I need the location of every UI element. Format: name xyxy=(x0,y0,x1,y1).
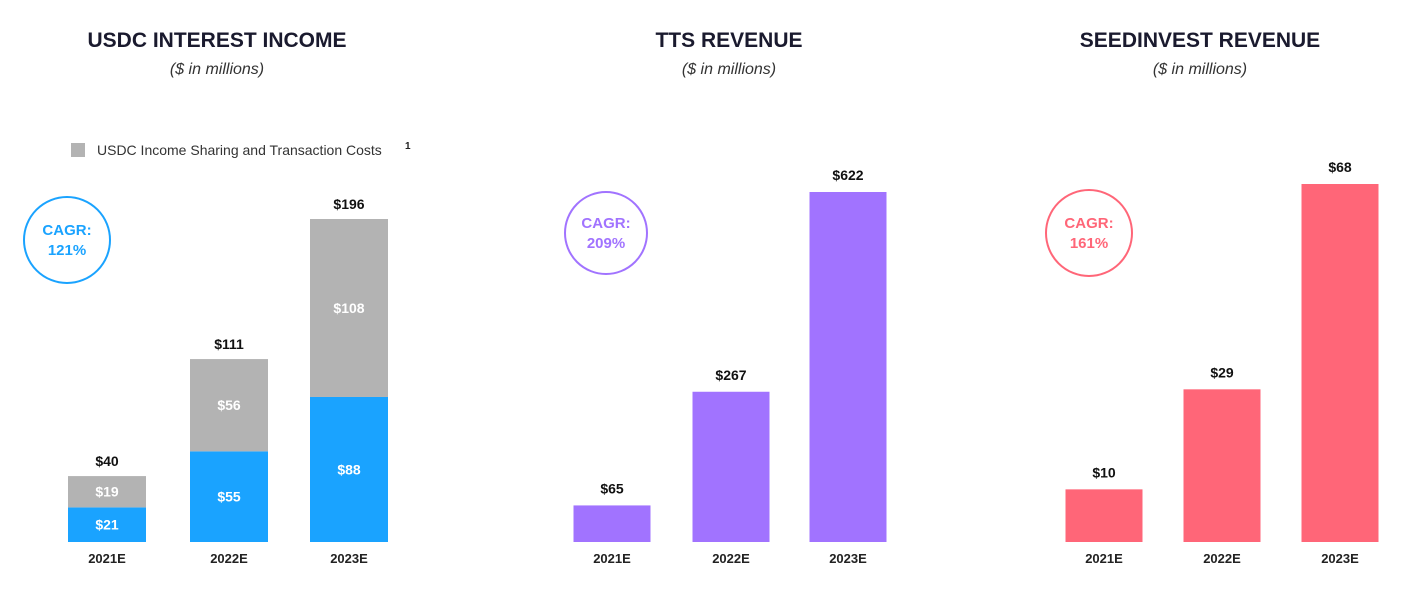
chart-1: USDC INTEREST INCOME ($ in millions) USDC … xyxy=(23,29,411,566)
chart-title: USDC INTEREST INCOME xyxy=(87,29,346,52)
cagr-value: 161% xyxy=(1070,235,1108,252)
cagr-value: 209% xyxy=(587,235,625,252)
cagr-label: CAGR: xyxy=(581,215,630,232)
x-tick-label: 2023E xyxy=(1321,551,1359,566)
chart-3: SEEDINVEST REVENUE ($ in millions) $10 2021… xyxy=(1045,29,1379,566)
x-tick-label: 2023E xyxy=(330,551,368,566)
value-label: $267 xyxy=(715,367,746,383)
x-tick-label: 2021E xyxy=(593,551,631,566)
x-tick-label: 2022E xyxy=(210,551,248,566)
total-label: $196 xyxy=(333,196,364,212)
cagr-badge: CAGR: 161% xyxy=(1045,189,1133,277)
value-label: $65 xyxy=(600,480,624,496)
value-label: $10 xyxy=(1092,464,1116,480)
bar-2021E xyxy=(573,505,651,542)
total-label: $40 xyxy=(95,453,119,469)
chart-title: TTS REVENUE xyxy=(655,29,802,52)
cagr-badge: CAGR: 121% xyxy=(23,196,111,284)
cagr-label: CAGR: xyxy=(1064,215,1113,232)
value-label: $622 xyxy=(832,167,863,183)
bar-2023E xyxy=(809,192,887,542)
cagr-circle xyxy=(23,196,111,284)
cagr-label: CAGR: xyxy=(42,222,91,239)
cagr-circle xyxy=(1045,189,1133,277)
x-tick-label: 2022E xyxy=(1203,551,1241,566)
value-label: $68 xyxy=(1328,159,1352,175)
bar-2023E-series-1 xyxy=(310,396,388,542)
x-tick-label: 2021E xyxy=(1085,551,1123,566)
bar-2021E-series-1 xyxy=(68,507,146,542)
legend: USDC Income Sharing and Transaction Cost… xyxy=(71,141,411,158)
bar-2021E-series-2 xyxy=(68,476,146,508)
chart-subtitle: ($ in millions) xyxy=(1153,61,1247,78)
cagr-value: 121% xyxy=(48,242,86,259)
bar-2022E xyxy=(692,391,770,542)
segment-label: $108 xyxy=(333,300,364,316)
legend-swatch xyxy=(71,143,85,157)
chart-title: SEEDINVEST REVENUE xyxy=(1080,29,1320,52)
chart-2: TTS REVENUE ($ in millions) $65 2021E $267 20… xyxy=(564,29,887,566)
chart-subtitle: ($ in millions) xyxy=(170,61,264,78)
x-tick-label: 2022E xyxy=(712,551,750,566)
segment-label: $56 xyxy=(217,397,241,413)
segment-label: $88 xyxy=(337,461,361,477)
chart-subtitle: ($ in millions) xyxy=(682,61,776,78)
bar-2022E-series-1 xyxy=(190,451,268,542)
bar-2022E-series-2 xyxy=(190,359,268,452)
bar-2021E xyxy=(1065,489,1143,542)
cagr-badge: CAGR: 209% xyxy=(564,191,648,275)
value-label: $29 xyxy=(1210,364,1234,380)
bar-2022E xyxy=(1183,389,1261,542)
x-tick-label: 2023E xyxy=(829,551,867,566)
segment-label: $55 xyxy=(217,489,241,505)
total-label: $111 xyxy=(214,336,244,352)
legend-label: USDC Income Sharing and Transaction Cost… xyxy=(97,142,382,158)
x-tick-label: 2021E xyxy=(88,551,126,566)
bar-2023E xyxy=(1301,184,1379,542)
segment-label: $19 xyxy=(95,484,119,500)
bar-2023E-series-2 xyxy=(310,219,388,397)
legend-superscript: 1 xyxy=(405,141,411,152)
cagr-circle xyxy=(564,191,648,275)
segment-label: $21 xyxy=(95,517,119,533)
